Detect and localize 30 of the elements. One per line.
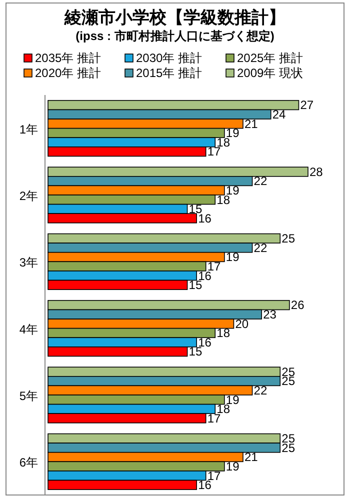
data-label: 19: [226, 459, 240, 474]
data-label: 27: [300, 98, 314, 112]
data-label: 23: [263, 308, 277, 322]
data-label: 22: [254, 384, 268, 398]
data-label: 22: [254, 174, 268, 188]
chart-subtitle: (ipss : 市町村推計人口に基づく想定): [76, 29, 274, 43]
data-label: 21: [244, 116, 258, 131]
y-tick-label: 5年: [19, 389, 38, 403]
chart-title: 綾瀬市小学校【学級数推計】: [64, 8, 286, 27]
data-label: 20: [235, 316, 249, 331]
data-label: 18: [216, 326, 230, 340]
legend-label: 2015年 推計: [136, 66, 202, 80]
data-label: 21: [244, 450, 258, 464]
y-tick-label: 4年: [19, 322, 38, 336]
data-label: 24: [272, 108, 286, 122]
data-label: 25: [282, 232, 296, 246]
y-tick-label: 6年: [19, 456, 38, 470]
legend-label: 2025年 推計: [237, 51, 304, 65]
data-label: 22: [254, 240, 268, 255]
y-tick-label: 1年: [19, 122, 38, 136]
legend-label: 2009年 現状: [237, 66, 304, 80]
data-label: 28: [310, 164, 324, 179]
y-tick-label: 3年: [19, 256, 38, 270]
data-label: 19: [226, 250, 240, 264]
legend-label: 2020年 推計: [35, 66, 102, 80]
data-label: 26: [290, 298, 305, 312]
y-tick-label: 2年: [19, 189, 38, 203]
legend-label: 2035年 推計: [35, 51, 102, 65]
legend-label: 2030年 推計: [136, 51, 202, 65]
data-label: 16: [198, 335, 212, 350]
